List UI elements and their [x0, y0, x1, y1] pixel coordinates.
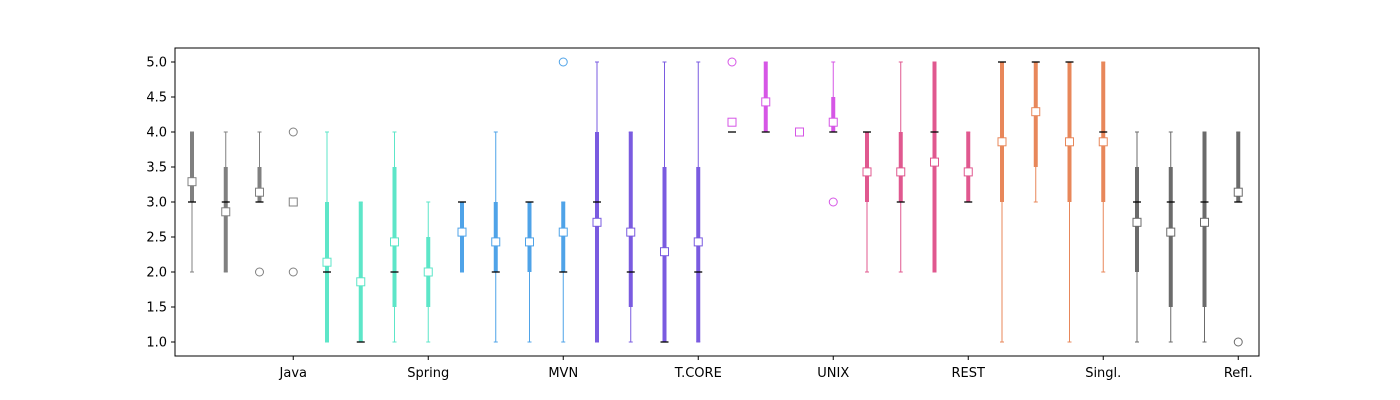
mean-marker — [1233, 187, 1243, 197]
mean-marker — [525, 237, 534, 247]
box-REST-2 — [896, 61, 906, 273]
mean-marker — [660, 247, 669, 257]
box-MVN-1 — [457, 201, 467, 273]
box-series — [187, 57, 1243, 347]
box-UNIX-2 — [761, 61, 771, 133]
mean-marker — [626, 227, 636, 237]
outlier-point — [727, 57, 737, 67]
box-Refl.-4 — [1233, 131, 1243, 347]
plot-frame — [174, 47, 1260, 357]
mean-marker — [221, 207, 231, 217]
outlier-point — [558, 57, 568, 67]
x-tick-label: REST — [952, 366, 985, 381]
x-tick-label: Refl. — [1224, 366, 1253, 381]
x-tick-label: Singl. — [1085, 366, 1121, 381]
mean-marker — [558, 227, 568, 237]
mean-marker — [930, 157, 939, 167]
mean-marker — [727, 117, 737, 127]
box-Java-4 — [288, 127, 298, 277]
mean-marker — [491, 237, 501, 247]
box-MVN-2 — [491, 131, 501, 343]
mean-marker — [187, 177, 197, 187]
x-tick-label: T.CORE — [674, 366, 722, 381]
box-Spring-4 — [423, 201, 433, 343]
mean-marker — [423, 267, 433, 277]
y-tick-label: 2.0 — [146, 266, 167, 281]
y-tick-label: 3.5 — [146, 161, 167, 176]
box-T.CORE-3 — [660, 61, 669, 343]
x-tick-label: UNIX — [817, 366, 849, 381]
box-Java-3 — [255, 131, 264, 277]
mean-marker — [896, 167, 906, 177]
box-MVN-3 — [525, 201, 534, 343]
box-REST-3 — [930, 61, 939, 273]
box-REST-1 — [862, 131, 872, 273]
outlier-point — [828, 197, 838, 207]
mean-marker — [997, 137, 1007, 147]
plot-background — [175, 48, 1259, 356]
mean-marker — [1098, 137, 1108, 147]
mean-marker — [457, 227, 467, 237]
box-Spring-2 — [356, 201, 366, 343]
box-Singl.-4 — [1098, 61, 1108, 273]
box-Refl.-1 — [1132, 131, 1142, 343]
mean-marker — [592, 217, 602, 227]
mean-marker — [862, 167, 872, 177]
box-Refl.-2 — [1166, 131, 1176, 343]
box-Spring-1 — [322, 131, 332, 343]
box-Java-1 — [187, 131, 197, 273]
box-Singl.-2 — [1031, 61, 1041, 203]
x-axis: Java Spring MVN T.CORE UNIX REST Singl. Refl. — [279, 356, 1253, 381]
mean-marker — [963, 167, 973, 177]
mean-marker — [761, 97, 771, 107]
y-tick-label: 3.0 — [146, 196, 167, 211]
mean-marker — [390, 237, 399, 247]
y-tick-label: 4.0 — [146, 126, 167, 141]
box-T.CORE-4 — [693, 61, 703, 343]
mean-marker — [322, 257, 332, 267]
box-Spring-3 — [390, 131, 399, 343]
outlier-point — [288, 267, 298, 277]
outlier-point — [288, 127, 298, 137]
box-UNIX-4 — [828, 61, 838, 207]
box-Java-2 — [221, 131, 231, 273]
mean-marker — [795, 127, 804, 137]
box-Singl.-3 — [1065, 61, 1074, 343]
outlier-point — [255, 267, 264, 277]
y-axis: 1.0 1.5 2.0 2.5 3.0 3.5 4.0 4.5 5.0 — [146, 56, 175, 351]
box-MVN-4 — [558, 57, 568, 343]
mean-marker — [828, 117, 838, 127]
mean-marker — [356, 277, 366, 287]
mean-marker — [1132, 217, 1142, 227]
box-Singl.-1 — [997, 61, 1007, 343]
mean-marker — [1031, 107, 1041, 117]
box-UNIX-1 — [727, 57, 737, 133]
box-Refl.-3 — [1200, 131, 1209, 343]
y-tick-label: 5.0 — [146, 56, 167, 71]
y-tick-label: 1.5 — [146, 301, 167, 316]
outlier-point — [1233, 337, 1243, 347]
mean-marker — [1065, 137, 1074, 147]
box-T.CORE-1 — [592, 61, 602, 343]
mean-marker — [288, 197, 298, 207]
x-tick-label: Java — [279, 366, 307, 381]
x-tick-label: MVN — [548, 366, 578, 381]
y-tick-label: 2.5 — [146, 231, 167, 246]
y-tick-label: 1.0 — [146, 336, 167, 351]
mean-marker — [693, 237, 703, 247]
box-UNIX-3 — [795, 127, 804, 137]
x-tick-label: Spring — [407, 366, 449, 381]
mean-marker — [1200, 217, 1209, 227]
mean-marker — [1166, 227, 1176, 237]
box-REST-4 — [963, 131, 973, 203]
y-tick-label: 4.5 — [146, 91, 167, 106]
box-T.CORE-2 — [626, 131, 636, 343]
mean-marker — [255, 187, 264, 197]
